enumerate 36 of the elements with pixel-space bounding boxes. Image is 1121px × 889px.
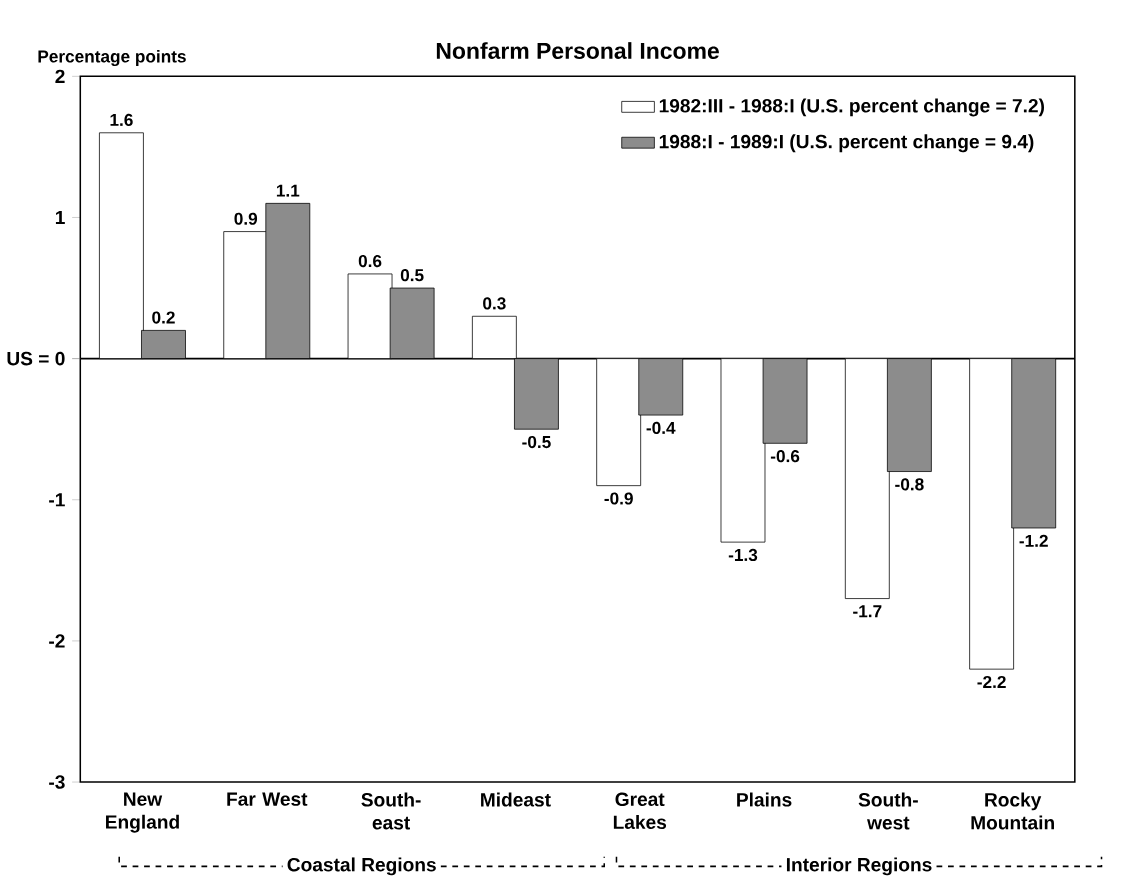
data-label: 0.6 <box>358 254 382 268</box>
text: Coastal Regions <box>287 857 436 876</box>
data-label: -0.9 <box>604 492 633 505</box>
y-tick-label: -2 <box>49 634 65 648</box>
data-label: -1.2 <box>1019 534 1048 547</box>
x-tick-label: Great Lakes <box>613 792 667 829</box>
data-label: -1.3 <box>728 548 758 561</box>
data-label: 1.1 <box>276 184 300 197</box>
x-tick-label: Rocky Mountain <box>971 792 1054 830</box>
x-tick-label: New England <box>106 792 179 833</box>
data-label: 1.6 <box>110 113 133 126</box>
data-label: 0.2 <box>152 311 175 324</box>
data-label: -0.6 <box>770 449 800 463</box>
data-label: -2.2 <box>977 675 1006 688</box>
data-label: 0.5 <box>400 268 424 282</box>
x-tick-label: Plains <box>737 792 792 807</box>
data-label: -0.8 <box>895 478 924 491</box>
x-tick-label: South- east <box>361 792 421 830</box>
y-tick-label: 2 <box>55 69 65 83</box>
data-label: -0.4 <box>646 421 676 434</box>
data-label: 0.9 <box>234 212 258 225</box>
y-tick-label: 1 <box>55 210 65 224</box>
y-axis-title: Percentage points <box>38 49 186 66</box>
x-tick-label: Far West <box>227 792 308 806</box>
data-label: 0.3 <box>483 297 506 310</box>
data-label: -0.5 <box>522 435 551 448</box>
x-tick-label: Mideast <box>481 792 551 807</box>
legend-label: 1988:I - 1989:I (U.S. percent change = 9.4) <box>659 134 1034 153</box>
y-tick-label: US = 0 <box>7 351 65 366</box>
text: Interior Regions <box>786 857 932 876</box>
chart-title: Nonfarm Personal Income <box>436 41 719 59</box>
data-label: -1.7 <box>853 605 882 618</box>
y-tick-label: -3 <box>49 775 65 789</box>
legend-label: 1982:III - 1988:I (U.S. percent change = 7.2) <box>659 98 1045 117</box>
x-tick-label: South- west <box>858 792 918 830</box>
y-tick-label: -1 <box>49 493 65 507</box>
